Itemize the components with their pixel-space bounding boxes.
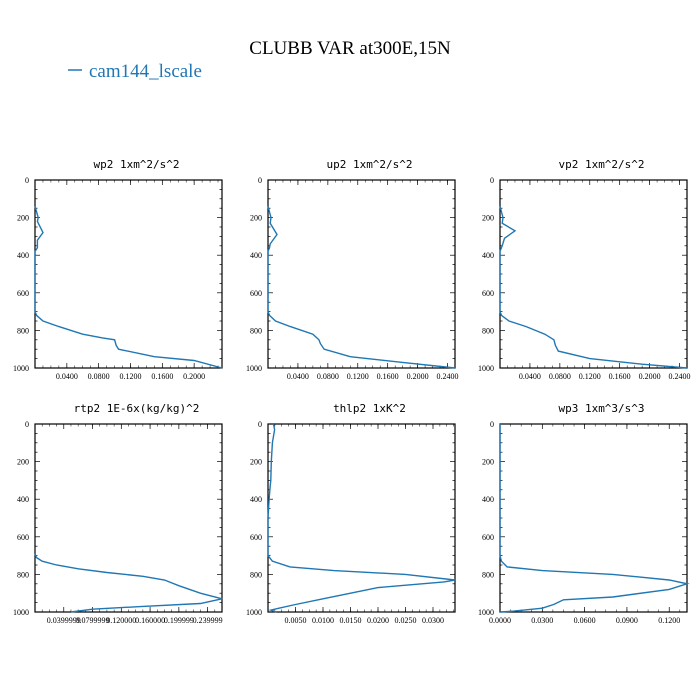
x-tick-label: 0.0800 (549, 372, 571, 381)
x-tick-label: 0.120000 (106, 616, 136, 625)
panel-2: up2 1xm^2/s^2 0 200 400 600 800 1000 0.0400 0.08… (246, 158, 459, 381)
series-line (499, 424, 690, 613)
y-tick-label: 1000 (13, 364, 29, 373)
y-tick-label: 400 (250, 495, 262, 504)
series-line (34, 553, 223, 613)
plot-frame (267, 179, 456, 369)
y-tick-label: 800 (17, 570, 29, 579)
plot-frame (34, 423, 223, 613)
y-tick-label: 800 (17, 326, 29, 335)
x-tick-label: 0.0400 (287, 372, 309, 381)
y-tick-label: 200 (482, 214, 494, 223)
y-tick-label: 600 (250, 289, 262, 298)
x-tick-label: 0.0300 (422, 616, 444, 625)
x-tick-label: 0.1600 (377, 372, 399, 381)
y-tick-label: 800 (250, 570, 262, 579)
x-tick-label: 0.2400 (437, 372, 459, 381)
y-tick-label: 400 (17, 251, 29, 260)
plot-frame (499, 179, 688, 369)
x-tick-label: 0.0900 (616, 616, 638, 625)
series-line (267, 423, 456, 613)
panel-title: rtp2 1E-6x(kg/kg)^2 (74, 402, 200, 415)
x-tick-label: 0.0150 (340, 616, 362, 625)
x-tick-label: 0.239999 (193, 616, 223, 625)
y-tick-label: 0 (490, 420, 494, 429)
y-tick-label: 1000 (478, 608, 494, 617)
y-tick-label: 400 (17, 495, 29, 504)
y-tick-label: 0 (25, 176, 29, 185)
x-tick-label: 0.0250 (395, 616, 417, 625)
y-tick-label: 800 (482, 570, 494, 579)
panels: wp2 1xm^2/s^2 0 200 400 600 800 1000 0.0400 0.08… (13, 158, 691, 625)
y-tick-label: 200 (17, 458, 29, 467)
panel-title: wp2 1xm^2/s^2 (93, 158, 179, 171)
panel-1: wp2 1xm^2/s^2 0 200 400 600 800 1000 0.0400 0.08… (13, 158, 223, 381)
x-tick-label: 0.1600 (151, 372, 173, 381)
x-tick-label: 0.2400 (669, 372, 691, 381)
x-tick-label: 0.0600 (574, 616, 596, 625)
panel-title: wp3 1xm^3/s^3 (558, 402, 644, 415)
x-tick-label: 0.160000 (135, 616, 165, 625)
y-tick-label: 0 (258, 176, 262, 185)
x-tick-label: 0.199999 (164, 616, 194, 625)
x-tick-label: 0.1600 (609, 372, 631, 381)
x-tick-label: 0.1200 (658, 616, 680, 625)
y-tick-label: 400 (482, 495, 494, 504)
x-tick-label: 0.0800 (317, 372, 339, 381)
x-tick-label: 0.2000 (407, 372, 429, 381)
panel-3: vp2 1xm^2/s^2 0 200 400 600 800 1000 0.0400 0.08… (478, 158, 691, 381)
x-tick-label: 0.0100 (312, 616, 334, 625)
y-tick-label: 200 (250, 214, 262, 223)
x-tick-label: 0.2000 (639, 372, 661, 381)
x-tick-label: 0.2000 (183, 372, 205, 381)
y-tick-label: 200 (17, 214, 29, 223)
x-tick-label: 0.0799999 (76, 616, 110, 625)
legend-label: cam144_lscale (89, 61, 202, 82)
panel-title: thlp2 1xK^2 (333, 402, 406, 415)
panel-title: up2 1xm^2/s^2 (326, 158, 412, 171)
y-tick-label: 600 (17, 289, 29, 298)
x-tick-label: 0.0050 (285, 616, 307, 625)
y-tick-label: 800 (482, 326, 494, 335)
x-tick-label: 0.0200 (367, 616, 389, 625)
y-tick-label: 600 (482, 533, 494, 542)
y-tick-label: 1000 (13, 608, 29, 617)
legend: cam144_lscale (68, 61, 202, 82)
panel-4: rtp2 1E-6x(kg/kg)^2 0 200 400 600 800 1000 0.03… (13, 402, 223, 625)
y-tick-label: 0 (490, 176, 494, 185)
y-tick-label: 200 (250, 458, 262, 467)
x-tick-label: 0.0000 (489, 616, 511, 625)
y-tick-label: 1000 (246, 608, 262, 617)
x-tick-label: 0.0400 (56, 372, 78, 381)
figure-title: CLUBB VAR at300E,15N (249, 38, 451, 59)
y-tick-label: 200 (482, 458, 494, 467)
y-tick-label: 600 (17, 533, 29, 542)
y-tick-label: 0 (25, 420, 29, 429)
y-tick-label: 800 (250, 326, 262, 335)
series-line (267, 206, 456, 369)
plot-frame (34, 179, 223, 369)
y-tick-label: 400 (250, 251, 262, 260)
series-line (499, 206, 688, 369)
y-tick-label: 1000 (478, 364, 494, 373)
x-tick-label: 0.1200 (579, 372, 601, 381)
y-tick-label: 0 (258, 420, 262, 429)
plot-frame (499, 423, 688, 613)
x-tick-label: 0.1200 (119, 372, 141, 381)
panel-title: vp2 1xm^2/s^2 (558, 158, 644, 171)
y-tick-label: 600 (250, 533, 262, 542)
y-tick-label: 400 (482, 251, 494, 260)
panel-5: thlp2 1xK^2 0 200 400 600 800 1000 0.0050 0.0100… (246, 402, 456, 625)
x-tick-label: 0.1200 (347, 372, 369, 381)
x-tick-label: 0.0300 (531, 616, 553, 625)
x-tick-label: 0.0800 (88, 372, 110, 381)
y-tick-label: 600 (482, 289, 494, 298)
y-tick-label: 1000 (246, 364, 262, 373)
series-line (34, 206, 223, 369)
x-tick-label: 0.0399999 (47, 616, 81, 625)
x-tick-label: 0.0400 (519, 372, 541, 381)
